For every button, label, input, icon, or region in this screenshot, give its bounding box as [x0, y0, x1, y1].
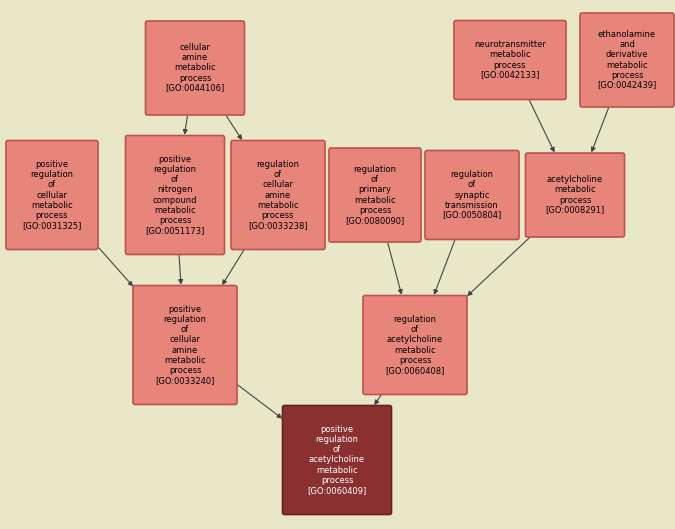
Text: positive
regulation
of
nitrogen
compound
metabolic
process
[GO:0051173]: positive regulation of nitrogen compound…: [145, 156, 205, 235]
Text: regulation
of
synaptic
transmission
[GO:0050804]: regulation of synaptic transmission [GO:…: [442, 170, 502, 220]
FancyBboxPatch shape: [146, 21, 244, 115]
Text: regulation
of
primary
metabolic
process
[GO:0080090]: regulation of primary metabolic process …: [346, 166, 404, 225]
Text: positive
regulation
of
cellular
metabolic
process
[GO:0031325]: positive regulation of cellular metaboli…: [22, 160, 82, 230]
FancyBboxPatch shape: [6, 141, 98, 250]
FancyBboxPatch shape: [454, 21, 566, 99]
FancyBboxPatch shape: [231, 141, 325, 250]
FancyBboxPatch shape: [580, 13, 674, 107]
FancyBboxPatch shape: [126, 135, 225, 254]
Text: regulation
of
acetylcholine
metabolic
process
[GO:0060408]: regulation of acetylcholine metabolic pr…: [385, 315, 445, 375]
Text: neurotransmitter
metabolic
process
[GO:0042133]: neurotransmitter metabolic process [GO:0…: [474, 40, 546, 79]
FancyBboxPatch shape: [133, 286, 237, 405]
FancyBboxPatch shape: [425, 150, 519, 240]
FancyBboxPatch shape: [283, 406, 392, 515]
FancyBboxPatch shape: [526, 153, 624, 237]
Text: cellular
amine
metabolic
process
[GO:0044106]: cellular amine metabolic process [GO:004…: [165, 43, 225, 93]
Text: positive
regulation
of
acetylcholine
metabolic
process
[GO:0060409]: positive regulation of acetylcholine met…: [307, 425, 367, 495]
Text: ethanolamine
and
derivative
metabolic
process
[GO:0042439]: ethanolamine and derivative metabolic pr…: [597, 30, 657, 89]
Text: regulation
of
cellular
amine
metabolic
process
[GO:0033238]: regulation of cellular amine metabolic p…: [248, 160, 308, 230]
Text: positive
regulation
of
cellular
amine
metabolic
process
[GO:0033240]: positive regulation of cellular amine me…: [155, 305, 215, 385]
FancyBboxPatch shape: [363, 296, 467, 395]
Text: acetylcholine
metabolic
process
[GO:0008291]: acetylcholine metabolic process [GO:0008…: [545, 176, 605, 215]
FancyBboxPatch shape: [329, 148, 421, 242]
